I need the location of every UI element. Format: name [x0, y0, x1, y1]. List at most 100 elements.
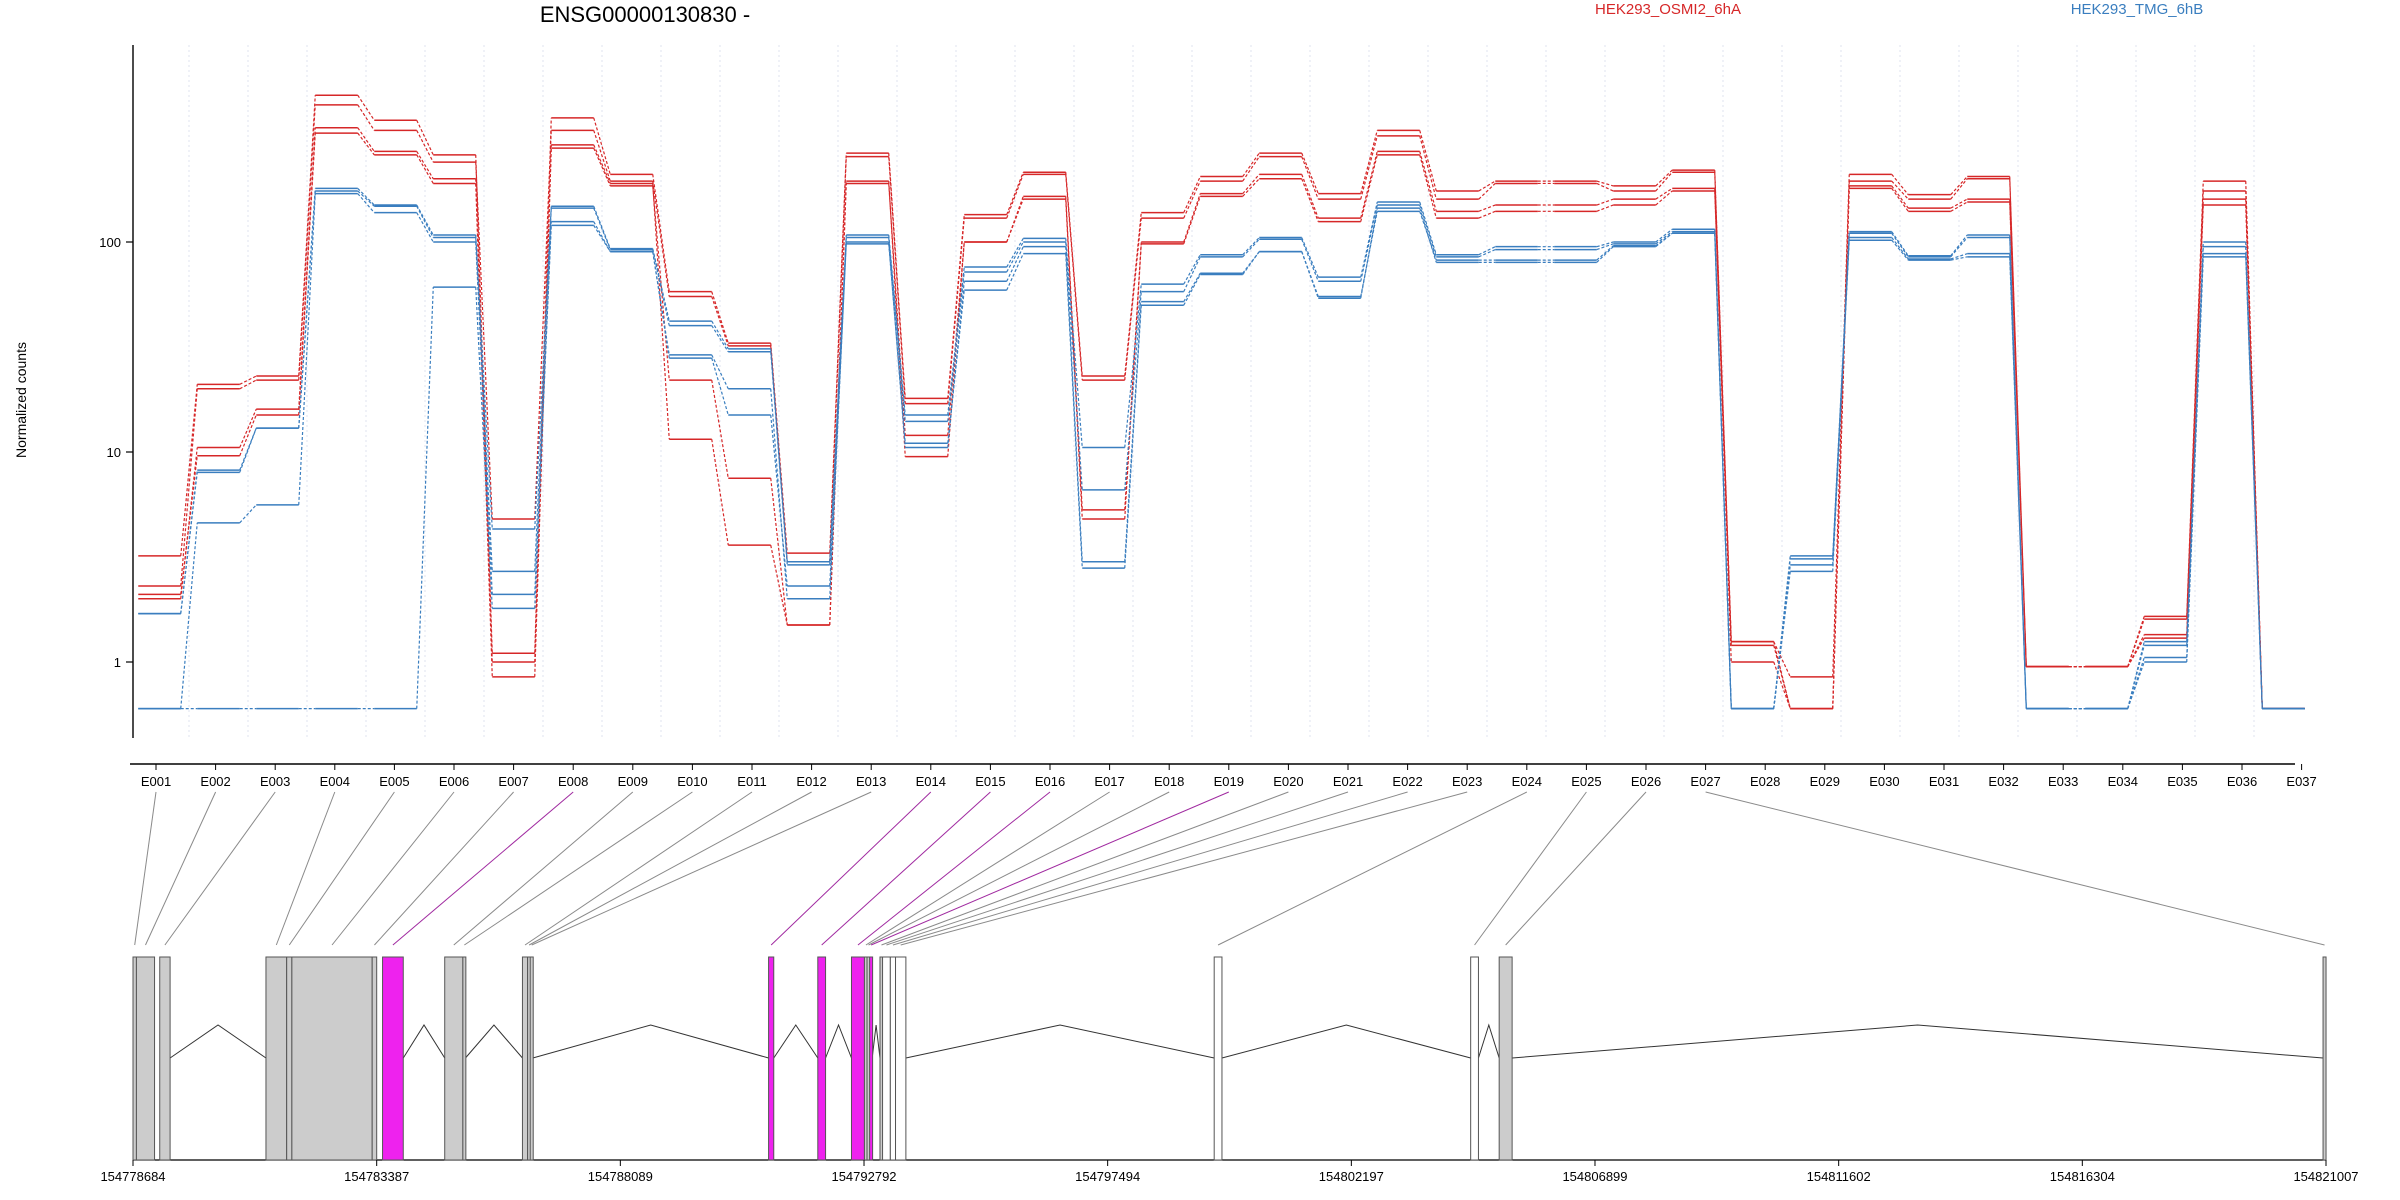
intron-caret — [1512, 1024, 2324, 1059]
series-transition — [1596, 246, 1614, 263]
exon-connector — [453, 791, 634, 946]
series-transition — [1950, 176, 1968, 196]
series-transition — [1006, 238, 1024, 268]
series-transition — [1301, 239, 1319, 282]
series-transition — [534, 221, 552, 609]
series-transition — [593, 147, 611, 187]
exon-connector — [275, 791, 336, 946]
series-transition — [475, 162, 493, 519]
exon-box — [382, 956, 404, 1161]
exon-box — [768, 956, 775, 1161]
series-transition — [1065, 196, 1083, 510]
series-transition — [1006, 253, 1024, 291]
series-transition — [416, 151, 434, 180]
series-transition — [593, 221, 611, 252]
series-transition — [239, 408, 257, 448]
series-transition — [1124, 305, 1142, 569]
series-transition — [947, 290, 965, 444]
exon-connector — [331, 791, 455, 946]
series-transition — [711, 291, 729, 344]
series-transition — [1478, 246, 1496, 256]
series-transition — [1301, 251, 1319, 299]
exon-bin-label: E024 — [1512, 774, 1542, 789]
series-transition — [1006, 174, 1024, 219]
y-axis-label: Normalized counts — [13, 342, 29, 458]
exon-bin-label: E026 — [1631, 774, 1661, 789]
series-transition — [475, 287, 493, 609]
series-transition — [593, 225, 611, 252]
series-transition — [829, 243, 847, 587]
exon-bin-label: E018 — [1154, 774, 1184, 789]
exon-box — [1213, 956, 1223, 1161]
series-transition — [1242, 251, 1260, 274]
exon-bin-label: E014 — [916, 774, 946, 789]
series-transition — [1183, 274, 1201, 306]
series-transition — [416, 204, 434, 236]
exon-connector — [1217, 791, 1528, 946]
series-transition — [180, 522, 198, 709]
series-transition — [1832, 185, 1850, 709]
series-transition — [652, 251, 670, 359]
series-4 — [138, 126, 2305, 710]
series-transition — [1773, 571, 1791, 709]
series-transition — [711, 296, 729, 347]
series-transition — [1360, 208, 1378, 299]
exon-bin-label: E021 — [1333, 774, 1363, 789]
series-transition — [711, 379, 729, 479]
series-transition — [416, 130, 434, 163]
series-transition — [1478, 249, 1496, 258]
coord-tick-label: 154797494 — [1075, 1169, 1140, 1184]
series-transition — [239, 379, 257, 390]
exon-bin-label: E008 — [558, 774, 588, 789]
exon-bin-label: E035 — [2167, 774, 2197, 789]
series-transition — [829, 156, 847, 562]
series-transition — [1773, 641, 1791, 678]
series-transition — [357, 132, 375, 156]
series-transition — [1360, 154, 1378, 222]
exon-connector — [524, 791, 753, 946]
series-8 — [138, 207, 2305, 710]
exon-bin-label: E006 — [439, 774, 469, 789]
coord-tick-label: 154792792 — [831, 1169, 896, 1184]
series-transition — [239, 427, 257, 471]
exon-connector — [528, 791, 812, 946]
y-tick-label: 100 — [99, 235, 121, 250]
exon-bin-label: E023 — [1452, 774, 1482, 789]
series-transition — [2245, 181, 2263, 709]
exon-bin-label: E005 — [379, 774, 409, 789]
exon-connector — [374, 791, 514, 946]
series-transition — [1478, 210, 1496, 219]
legend-entry-tmg: HEK293_TMG_6hB — [2071, 1, 2204, 18]
exon-bin-label: E011 — [737, 774, 766, 789]
series-transition — [1183, 196, 1201, 245]
series-transition — [1360, 151, 1378, 219]
series-transition — [239, 504, 257, 524]
series-transition — [2186, 246, 2204, 646]
series-transition — [239, 414, 257, 456]
intron-caret — [169, 1024, 267, 1059]
series-transition — [1006, 171, 1024, 215]
series-transition — [652, 183, 670, 440]
exon-box — [850, 956, 865, 1161]
exon-connector — [900, 791, 1468, 946]
series-transition — [1006, 196, 1024, 243]
x-axis-ticks: E001 E002 E003 E004 E005 E006 E007 E008 E009 E010… — [141, 764, 2317, 789]
series-transition — [1419, 207, 1437, 263]
exon-bin-label: E019 — [1214, 774, 1244, 789]
series-transition — [1596, 241, 1614, 248]
series-transition — [1891, 173, 1909, 196]
exon-bin-label: E033 — [2048, 774, 2078, 789]
series-transition — [1124, 291, 1142, 490]
exon-connector — [881, 791, 1289, 946]
exon-bin-label: E003 — [260, 774, 290, 789]
coord-tick-label: 154811602 — [1807, 1169, 1871, 1184]
series-transition — [1065, 174, 1083, 381]
coord-tick-label: 154816304 — [2050, 1169, 2115, 1184]
series-transition — [1242, 237, 1260, 256]
series-transition — [475, 234, 493, 530]
exon-connector — [865, 791, 1110, 946]
exon-bin-label: E028 — [1750, 774, 1780, 789]
series-transition — [1419, 130, 1437, 192]
exon-connector — [392, 791, 574, 946]
series-transition — [1360, 204, 1378, 282]
